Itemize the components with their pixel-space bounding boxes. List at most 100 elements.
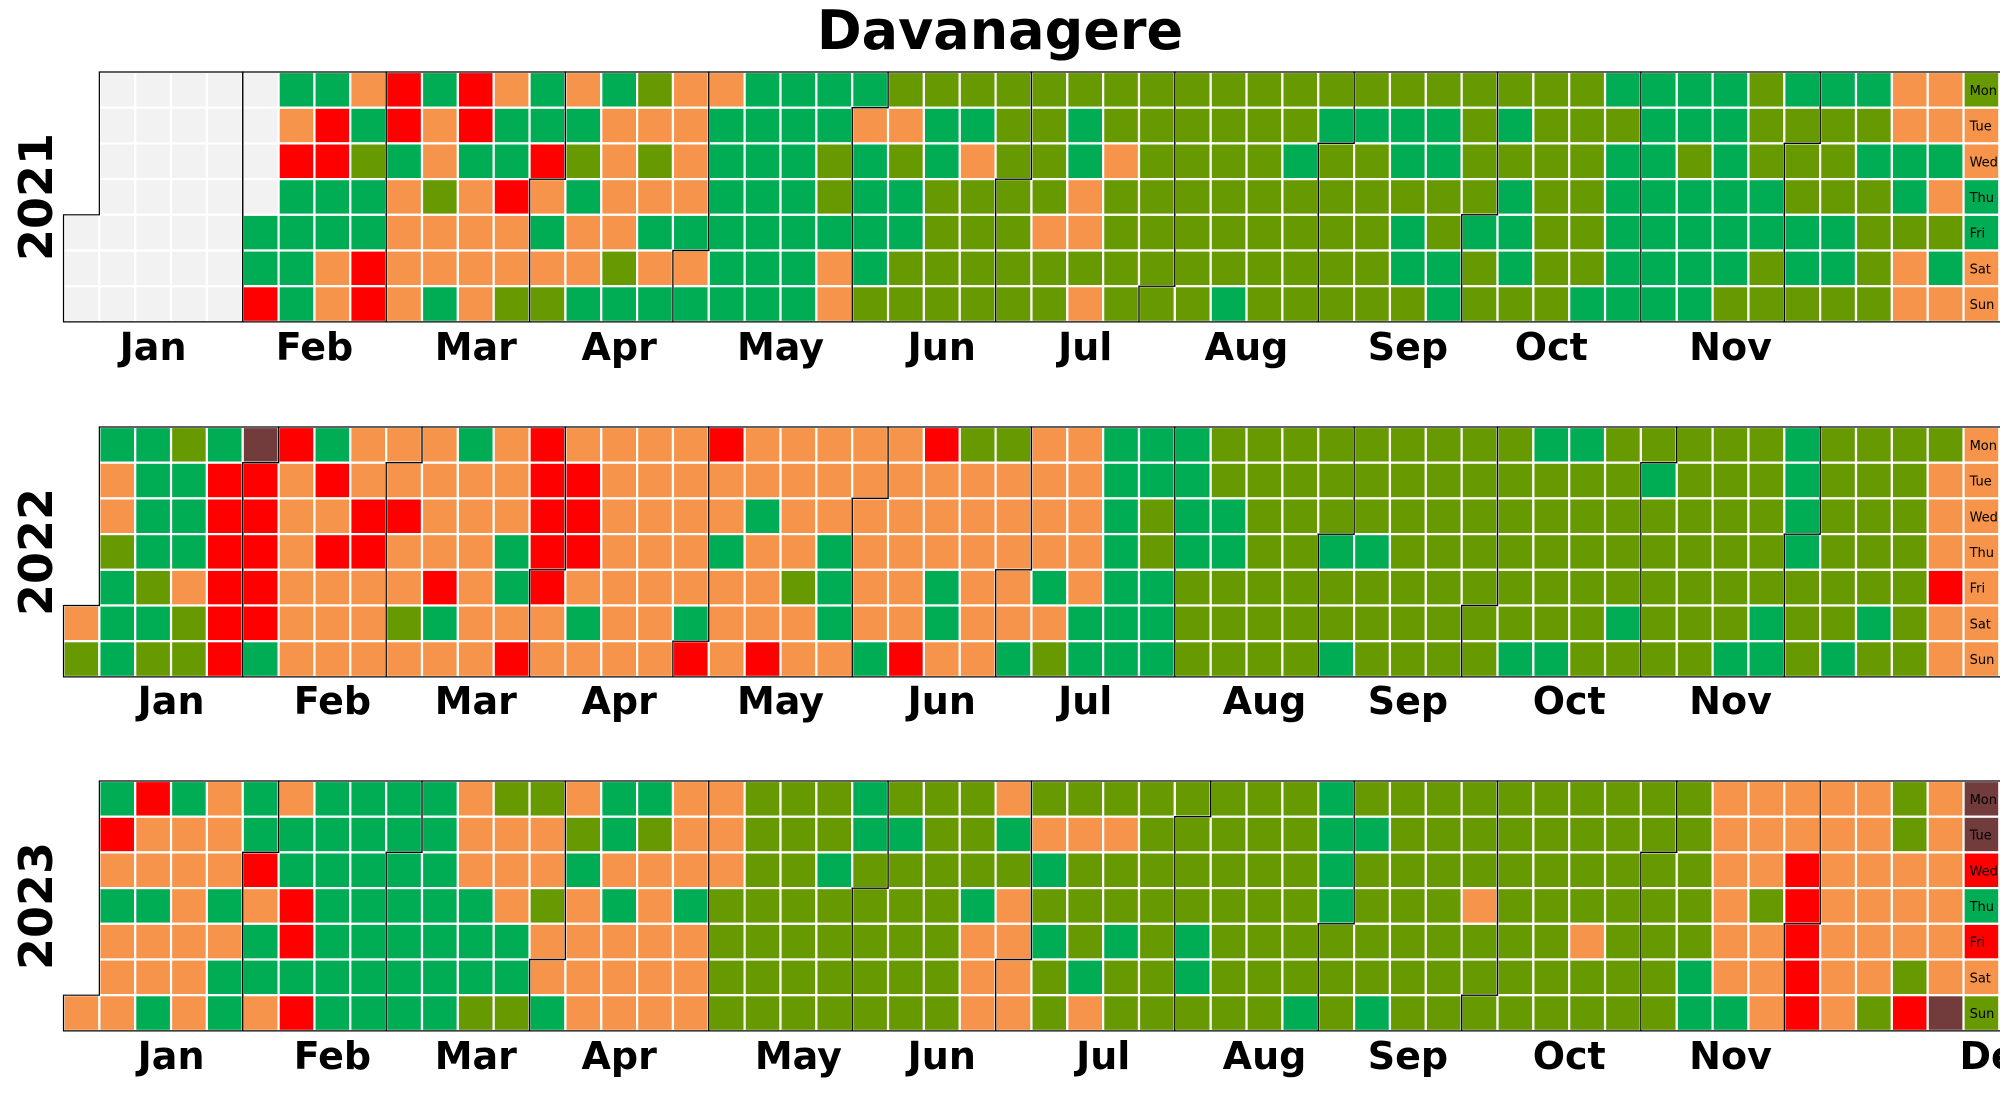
weekday-label: Fri [1970,582,1986,597]
day-cell [600,779,639,818]
day-cell [169,178,209,216]
day-cell [169,142,209,181]
day-cell [1603,994,1643,1033]
day-cell [134,70,173,109]
day-cell [564,886,603,925]
day-cell [635,922,675,961]
weekday-label: Thu [1969,191,1994,206]
day-cell [205,815,244,854]
day-cell [851,886,890,925]
day-cell [671,851,710,890]
day-cell [1819,994,1858,1033]
day-cell [1102,640,1141,679]
day-cell [1102,958,1141,997]
day-cell [1783,178,1822,216]
day-cell [1639,285,1678,324]
day-cell [1209,958,1248,997]
day-cell [1281,106,1320,145]
day-cell [815,851,854,890]
day-cell [1568,851,1607,890]
day-cell [1424,958,1463,997]
day-cell [1711,886,1750,925]
day-cell [528,425,567,464]
day-cell [385,142,424,181]
day-cell [492,142,531,181]
day-cell [635,213,675,252]
day-cell [1854,213,1893,252]
day-cell [1890,70,1929,109]
day-cell [1747,70,1786,109]
day-cell [349,922,388,961]
day-cell [743,213,782,252]
day-cell [241,779,280,818]
day-cell [1137,568,1176,607]
day-cell [743,922,782,961]
day-cell [958,994,997,1033]
day-cell [564,70,603,109]
day-cell [1675,142,1714,181]
day-cell [886,568,925,607]
day-cell [205,285,244,324]
month-label: Apr [582,1034,658,1078]
day-cell [1352,213,1392,252]
day-cell [205,604,244,643]
day-cell [1496,178,1535,216]
day-cell [134,640,173,679]
day-cell [1137,994,1176,1033]
day-cell [958,922,997,961]
day-cell [1819,922,1858,961]
day-cell [1962,106,2000,145]
day-cell [241,461,280,500]
day-cell [1388,994,1427,1033]
day-cell [169,249,209,288]
day-cell [1317,886,1356,925]
day-cell [1854,532,1893,571]
day-cell [98,640,137,679]
day-cell [1711,249,1750,288]
day-cell [671,779,710,818]
day-cell [1854,142,1893,181]
day-cell [1819,851,1858,890]
day-cell [1496,604,1535,643]
day-cell [1675,851,1714,890]
day-cell [1030,851,1069,890]
day-cell [886,958,925,997]
day-cell [1496,886,1535,925]
day-cell [815,568,854,607]
day-cell [1496,815,1535,854]
day-cell [600,815,639,854]
month-label: Aug [1223,1034,1307,1078]
day-cell [1173,497,1212,536]
day-cell [564,815,603,854]
year-label: 2022 [9,488,63,616]
day-cell [1102,886,1141,925]
day-cell [1819,178,1858,216]
day-cell [600,532,639,571]
day-cell [922,497,961,536]
day-cell [1137,497,1176,536]
day-cell [1854,815,1893,854]
day-cell [169,886,209,925]
day-cell [1532,815,1571,854]
day-cell [98,922,137,961]
day-cell [420,815,459,854]
day-cell [994,213,1033,252]
day-cell [600,958,639,997]
day-cell [922,640,961,679]
day-cell [779,640,818,679]
day-cell [1962,532,2000,571]
day-cell [349,213,388,252]
day-cell [1532,922,1571,961]
day-cell [492,815,531,854]
day-cell [1639,604,1678,643]
day-cell [851,815,890,854]
day-cell [743,958,782,997]
day-cell [815,994,854,1033]
month-label: Jan [135,1034,205,1078]
day-cell [277,958,316,997]
day-cell [743,568,782,607]
day-cell [98,568,137,607]
day-cell [385,249,424,288]
day-cell [277,532,316,571]
day-cell [1711,425,1750,464]
